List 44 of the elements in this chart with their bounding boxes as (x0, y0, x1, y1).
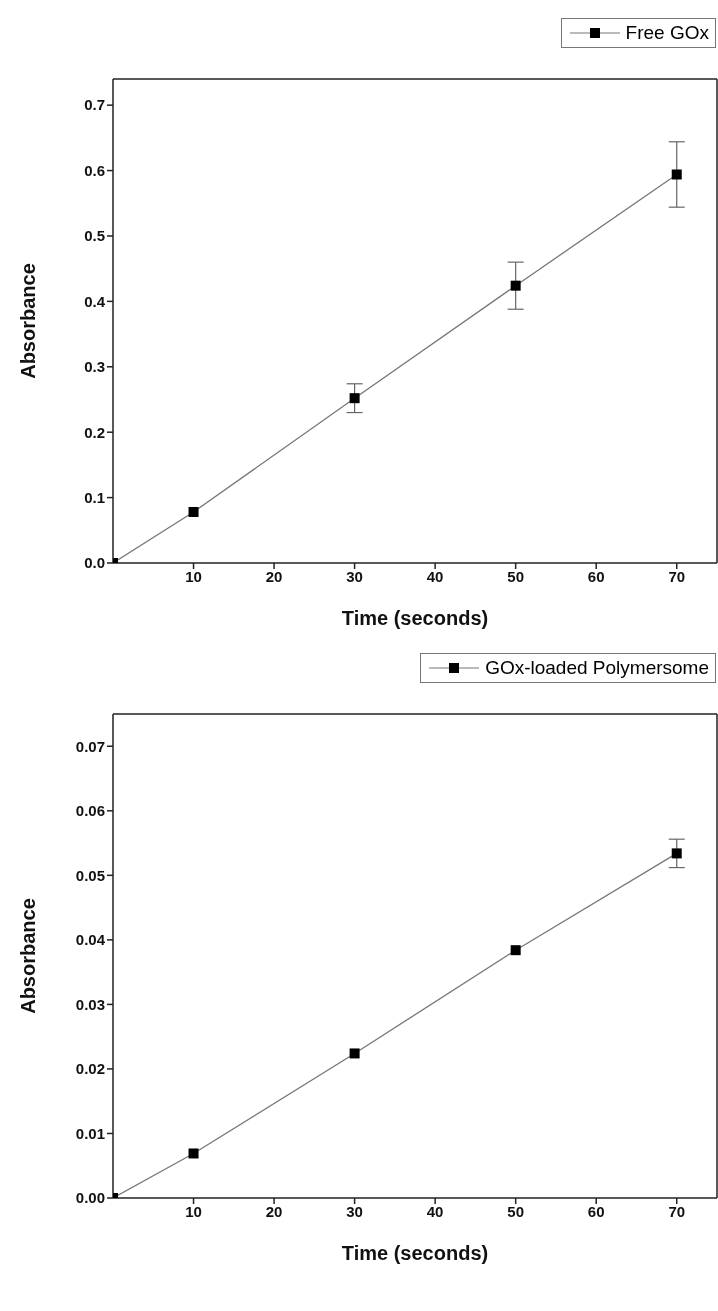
y-tick-label: 0.3 (84, 358, 105, 376)
y-tick-label: 0.6 (84, 161, 105, 179)
point (349, 393, 360, 404)
x-tick-label: 10 (185, 1202, 202, 1220)
x-tick-label: 60 (587, 1202, 605, 1220)
x-tick-label: 40 (426, 567, 444, 585)
point (671, 848, 682, 859)
x-tick-label: 70 (668, 1202, 686, 1220)
y-tick-label: 0.00 (75, 1189, 105, 1207)
point (188, 506, 199, 517)
y-tick-label: 0.7 (84, 96, 105, 114)
y-tick-label: 0.4 (84, 292, 106, 310)
y-tick-label: 0.04 (75, 931, 106, 949)
x-tick-label: 20 (265, 1202, 283, 1220)
y-tick-label: 0.02 (75, 1060, 105, 1078)
x-tick-label: 70 (668, 567, 686, 585)
y-tick-label: 0.05 (75, 866, 105, 884)
x-tick-label: 20 (265, 567, 283, 585)
y-tick-label: 0.06 (75, 802, 105, 820)
y-tick-label: 0.07 (75, 737, 105, 755)
x-axis-title: Time (seconds) (341, 1242, 489, 1264)
y-tick-label: 0.01 (75, 1124, 105, 1142)
point (349, 1048, 360, 1059)
y-tick-label: 0.5 (84, 227, 105, 245)
y-axis-title: Absorbance (17, 263, 40, 379)
legend-label: Free GOx (625, 22, 709, 44)
y-axis-title: Absorbance (17, 898, 40, 1014)
point (510, 280, 521, 291)
legend-label: GOx-loaded Polymersome (485, 657, 709, 679)
x-tick-label: 60 (587, 567, 605, 585)
x-axis-title: Time (seconds) (341, 607, 489, 629)
x-tick-label: 40 (426, 1202, 444, 1220)
point (188, 1148, 199, 1159)
x-tick-label: 10 (185, 567, 202, 585)
x-tick-label: 50 (507, 567, 525, 585)
point (510, 945, 521, 956)
y-tick-label: 0.03 (75, 995, 105, 1013)
y-tick-label: 0.0 (84, 554, 105, 572)
x-tick-label: 30 (346, 567, 363, 585)
y-tick-label: 0.1 (84, 488, 105, 506)
point (671, 169, 682, 180)
x-tick-label: 50 (507, 1202, 525, 1220)
x-tick-label: 30 (346, 1202, 363, 1220)
y-tick-label: 0.2 (84, 423, 105, 441)
